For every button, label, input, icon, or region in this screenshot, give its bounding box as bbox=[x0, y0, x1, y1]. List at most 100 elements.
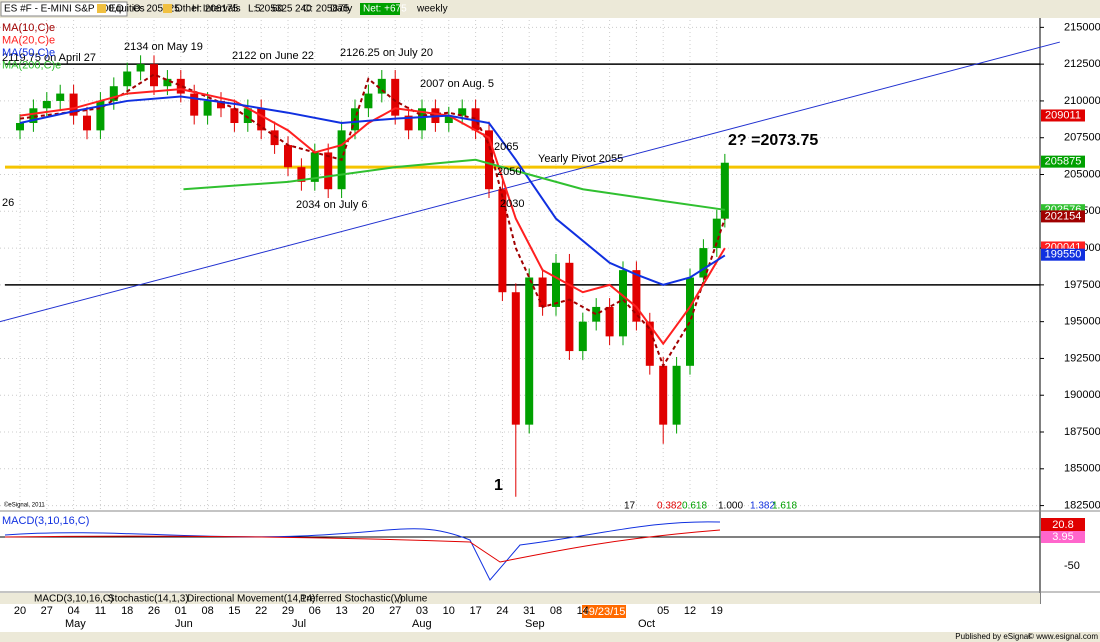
x-tick-label: 29 bbox=[282, 605, 294, 617]
y-tick-label: 195000 bbox=[1064, 316, 1100, 328]
candle-body bbox=[109, 86, 118, 101]
price-tag-label: 209011 bbox=[1045, 109, 1081, 121]
folder-icon bbox=[163, 4, 172, 13]
y-tick-label: 190000 bbox=[1064, 389, 1100, 401]
annotation: 2126.25 on July 20 bbox=[340, 47, 433, 59]
price-tag-label: 199550 bbox=[1045, 249, 1082, 261]
candle-body bbox=[42, 100, 51, 109]
tab[interactable]: Directional Movement(14,14) bbox=[187, 594, 315, 605]
symbol-box[interactable] bbox=[0, 1, 128, 17]
candle-body bbox=[29, 108, 38, 124]
candle-body bbox=[498, 189, 507, 293]
close: C: 205875 bbox=[303, 4, 350, 15]
candle-body bbox=[377, 78, 386, 94]
candle-body bbox=[619, 270, 627, 337]
tab[interactable]: Stochastic(14,1,3) bbox=[108, 594, 189, 605]
annotation: 2050 bbox=[497, 166, 521, 178]
btn-60[interactable]: 60 bbox=[272, 4, 284, 15]
month-label: Oct bbox=[638, 618, 655, 630]
candle-body bbox=[190, 93, 199, 116]
candle-body bbox=[605, 306, 614, 337]
candle-body bbox=[123, 71, 132, 87]
candle-body bbox=[645, 321, 654, 366]
candle-body bbox=[217, 100, 225, 109]
legend-entry: MA(50,C)e bbox=[2, 47, 55, 59]
footer-text: Published by eSignal bbox=[955, 632, 1030, 641]
ma-line bbox=[19, 73, 726, 369]
macd-label: MACD(3,10,16,C) bbox=[2, 515, 89, 527]
x-tick-label: 14 bbox=[577, 605, 589, 617]
fib-label: 1.382 bbox=[750, 501, 775, 512]
x-tick-label: 26 bbox=[148, 605, 160, 617]
month-label: Jun bbox=[175, 618, 193, 630]
x-tick-label: 01 bbox=[175, 605, 187, 617]
candle-body bbox=[659, 365, 668, 425]
fib-label: 0.618 bbox=[682, 501, 707, 512]
candle-body bbox=[699, 248, 708, 278]
open: O: 205425 bbox=[133, 4, 180, 15]
candle-body bbox=[720, 162, 729, 219]
net: Net: +675 bbox=[363, 4, 407, 15]
macd-tag bbox=[1041, 531, 1085, 543]
x-tick-label: 20 bbox=[362, 605, 374, 617]
candle-body bbox=[83, 115, 91, 131]
legend-entry: MA(10,C)e bbox=[2, 22, 55, 34]
symbol: ES #F - E-MINI S&P 500,D bbox=[4, 4, 124, 15]
tab[interactable]: Volume bbox=[394, 594, 428, 605]
btn-240[interactable]: 240 bbox=[295, 4, 312, 15]
x-tick-label: 05 bbox=[657, 605, 669, 617]
x-tick-label: 13 bbox=[335, 605, 347, 617]
price-tag bbox=[1041, 155, 1085, 168]
btn-5[interactable]: 5 bbox=[255, 4, 261, 15]
candle-body bbox=[243, 108, 252, 124]
toolbar bbox=[0, 0, 1100, 18]
candle-body bbox=[578, 321, 587, 352]
candle-body bbox=[69, 93, 78, 116]
annotation: 2134 on May 19 bbox=[124, 41, 203, 53]
footer-text: © www.esignal.com bbox=[1028, 632, 1098, 641]
annotation: 2007 on Aug. 5 bbox=[420, 78, 494, 90]
annotation: 2034 on July 6 bbox=[296, 199, 368, 211]
x-tick-label: 06 bbox=[309, 605, 321, 617]
candle-body bbox=[592, 306, 601, 322]
month-label: Aug bbox=[412, 618, 432, 630]
buttons: Equities Other Intervals 5 60 240 Daily … bbox=[97, 4, 448, 15]
macd-tag bbox=[1041, 518, 1085, 531]
btn-daily[interactable]: Daily bbox=[330, 4, 352, 15]
x-tick-label: 10 bbox=[443, 605, 455, 617]
macd-tag-label: 20.8 bbox=[1052, 519, 1073, 531]
x-tick-label: 03 bbox=[416, 605, 428, 617]
btn-weekly[interactable]: weekly bbox=[416, 4, 448, 15]
candle-body bbox=[458, 108, 467, 116]
candle-body bbox=[364, 93, 373, 109]
x-tick-label: 08 bbox=[550, 605, 562, 617]
btn-equities[interactable]: Equities bbox=[109, 4, 145, 15]
y-tick-label: 197500 bbox=[1064, 279, 1100, 291]
candle-body bbox=[444, 115, 453, 124]
price-tag bbox=[1041, 109, 1085, 122]
x-tick-label: 18 bbox=[121, 605, 133, 617]
macd-tag-label: 3.95 bbox=[1052, 531, 1073, 543]
low: L: 205325 bbox=[248, 4, 293, 15]
macd-tick: -50 bbox=[1064, 560, 1080, 572]
x-tick-label: 12 bbox=[684, 605, 696, 617]
y-tick-label: 212500 bbox=[1064, 58, 1100, 70]
macd-line bbox=[4, 521, 721, 581]
price-tag-label: 202154 bbox=[1045, 210, 1082, 222]
annotation: 2065 bbox=[494, 141, 518, 153]
x-tick-label: 27 bbox=[41, 605, 53, 617]
tab[interactable]: MACD(3,10,16,C) bbox=[34, 594, 113, 605]
candle-body bbox=[632, 270, 641, 322]
month-label: Sep bbox=[525, 618, 545, 630]
price-tag bbox=[1041, 248, 1085, 261]
tab[interactable]: Preferred Stochastic(,,) bbox=[300, 594, 403, 605]
fib-label: 0.382 bbox=[657, 501, 682, 512]
annotation: Yearly Pivot 2055 bbox=[538, 153, 623, 165]
cursor-date: 09/23/15 bbox=[583, 606, 626, 618]
fib-label: 1.000 bbox=[718, 501, 743, 512]
candle-body bbox=[485, 130, 493, 190]
btn-intervals[interactable]: Other Intervals bbox=[175, 4, 241, 15]
annotations: 2134 on May 19 2122 on June 22 2126.25 o… bbox=[2, 41, 818, 512]
x-tick-label: 04 bbox=[67, 605, 79, 617]
candle-body bbox=[471, 108, 480, 131]
